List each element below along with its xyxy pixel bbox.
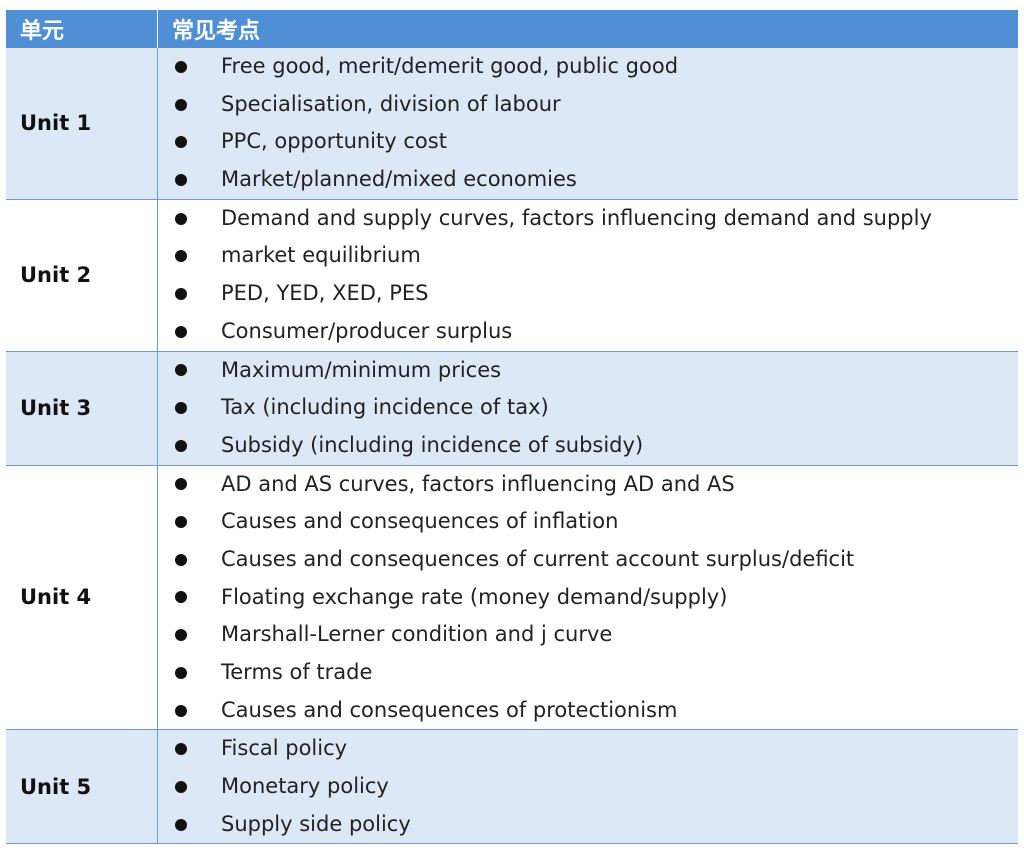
bullet-icon (175, 516, 187, 529)
list-item: Market/planned/mixed economies (158, 161, 1018, 199)
list-item: Causes and consequences of protectionism (158, 692, 1018, 730)
topic-text: Specialisation, division of labour (221, 91, 561, 116)
list-item: Subsidy (including incidence of subsidy) (158, 427, 1018, 465)
topic-text: Terms of trade (221, 660, 373, 684)
table-row: Unit 3 Maximum/minimum prices Tax (inclu… (6, 351, 1018, 466)
list-item: Causes and consequences of inflation (158, 503, 1018, 541)
bullet-icon (175, 818, 187, 831)
list-item: market equilibrium (158, 237, 1018, 275)
list-item: PED, YED, XED, PES (158, 275, 1018, 313)
bullet-icon (175, 173, 187, 186)
header-unit: 单元 (6, 10, 158, 48)
bullet-icon (175, 629, 187, 642)
bullet-icon (175, 250, 187, 263)
header-row: 单元 常见考点 (6, 10, 1018, 48)
table-row: Unit 5 Fiscal policy Monetary policy Sup… (6, 729, 1018, 845)
list-item: Consumer/producer surplus (158, 313, 1018, 351)
bullet-icon (175, 60, 187, 73)
topic-text: Supply side policy (221, 811, 411, 836)
topic-text: Consumer/producer surplus (221, 318, 513, 343)
topic-text: market equilibrium (221, 243, 421, 268)
topics-cell: Free good, merit/demerit good, public go… (157, 48, 1018, 200)
topic-text: AD and AS curves, factors influencing AD… (221, 471, 735, 496)
bullet-icon (175, 553, 187, 566)
bullet-icon (175, 591, 187, 604)
unit-label: Unit 4 (6, 465, 158, 731)
unit-label: Unit 3 (6, 351, 158, 466)
bullet-icon (175, 439, 187, 452)
topics-cell: AD and AS curves, factors influencing AD… (157, 465, 1018, 731)
bullet-icon (175, 287, 187, 300)
topic-list: Free good, merit/demerit good, public go… (158, 48, 1018, 199)
list-item: Fiscal policy (158, 730, 1018, 768)
topic-text: Floating exchange rate (money demand/sup… (221, 584, 728, 609)
topic-text: Tax (including incidence of tax) (221, 395, 549, 420)
header-topics: 常见考点 (157, 10, 1018, 48)
list-item: Demand and supply curves, factors influe… (158, 200, 1018, 238)
topic-text: Causes and consequences of inflation (221, 509, 619, 534)
topics-table: 单元 常见考点 Unit 1 Free good, merit/demerit … (6, 10, 1018, 845)
list-item: Terms of trade (158, 654, 1018, 692)
list-item: Specialisation, division of labour (158, 86, 1018, 124)
bullet-icon (175, 136, 187, 149)
topic-text: Marshall-Lerner condition and j curve (221, 622, 613, 647)
list-item: Free good, merit/demerit good, public go… (158, 48, 1018, 86)
list-item: Monetary policy (158, 768, 1018, 806)
bullet-icon (175, 780, 187, 793)
topic-text: Market/planned/mixed economies (221, 167, 577, 192)
bullet-icon (175, 98, 187, 111)
table-row: Unit 1 Free good, merit/demerit good, pu… (6, 48, 1018, 200)
table-row: Unit 4 AD and AS curves, factors influen… (6, 465, 1018, 731)
topic-text: Causes and consequences of current accou… (221, 546, 855, 571)
bullet-icon (175, 364, 187, 377)
unit-label: Unit 1 (6, 48, 158, 200)
bullet-icon (175, 325, 187, 338)
topic-text: Demand and supply curves, factors influe… (221, 205, 932, 230)
bullet-icon (175, 402, 187, 415)
topic-list: Fiscal policy Monetary policy Supply sid… (158, 730, 1018, 843)
list-item: AD and AS curves, factors influencing AD… (158, 466, 1018, 504)
bullet-icon (175, 704, 187, 717)
list-item: Causes and consequences of current accou… (158, 541, 1018, 579)
list-item: Marshall-Lerner condition and j curve (158, 616, 1018, 654)
bullet-icon (175, 478, 187, 491)
list-item: Maximum/minimum prices (158, 352, 1018, 390)
topics-cell: Fiscal policy Monetary policy Supply sid… (157, 729, 1018, 845)
topic-text: Subsidy (including incidence of subsidy) (221, 432, 644, 457)
list-item: Supply side policy (158, 806, 1018, 844)
topics-cell: Maximum/minimum prices Tax (including in… (157, 351, 1018, 466)
bullet-icon (175, 743, 187, 756)
topic-list: Demand and supply curves, factors influe… (158, 200, 1018, 351)
topics-cell: Demand and supply curves, factors influe… (157, 199, 1018, 352)
topic-text: Fiscal policy (221, 736, 348, 761)
topic-text: Free good, merit/demerit good, public go… (221, 54, 679, 78)
list-item: Floating exchange rate (money demand/sup… (158, 579, 1018, 617)
topic-text: PPC, opportunity cost (221, 129, 447, 154)
topic-text: Monetary policy (221, 774, 389, 799)
topic-list: AD and AS curves, factors influencing AD… (158, 466, 1018, 730)
unit-label: Unit 2 (6, 199, 158, 352)
unit-label: Unit 5 (6, 729, 158, 845)
topic-text: PED, YED, XED, PES (221, 281, 429, 306)
list-item: Tax (including incidence of tax) (158, 389, 1018, 427)
list-item: PPC, opportunity cost (158, 123, 1018, 161)
topic-text: Maximum/minimum prices (221, 357, 502, 382)
bullet-icon (175, 666, 187, 679)
bullet-icon (175, 212, 187, 225)
table-row: Unit 2 Demand and supply curves, factors… (6, 199, 1018, 352)
topic-list: Maximum/minimum prices Tax (including in… (158, 352, 1018, 465)
topic-text: Causes and consequences of protectionism (221, 697, 678, 722)
